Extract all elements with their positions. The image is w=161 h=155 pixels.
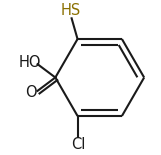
- Text: HS: HS: [61, 3, 81, 18]
- Text: Cl: Cl: [71, 137, 85, 152]
- Text: HO: HO: [18, 55, 41, 70]
- Text: O: O: [25, 85, 37, 100]
